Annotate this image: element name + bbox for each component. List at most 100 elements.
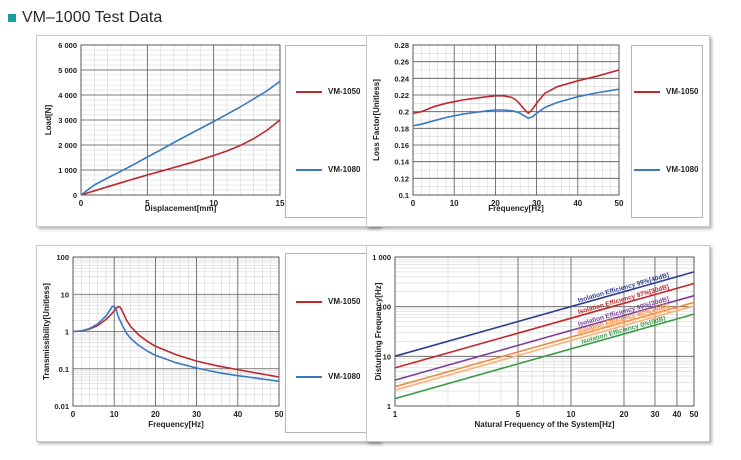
- chart-isolation-efficiency: 1 5 10 20 30 40 50 1 10 100 1 000 Natural Frequency…: [372, 253, 699, 429]
- series-line: [80, 80, 281, 196]
- y-tick-label: 0.2: [399, 108, 409, 117]
- chart-panel-transmissibility: 0 10 20 30 40 50 0.01 0.1 1 10 100 Frequency[Hz] Tra…: [36, 245, 380, 442]
- plot-area-border: [394, 256, 695, 407]
- x-tick-label: 0: [79, 199, 84, 208]
- series-line: [394, 313, 695, 400]
- y-tick-label: 0.26: [394, 58, 409, 67]
- series-line: [80, 119, 281, 196]
- y-tick-label: 100: [56, 253, 69, 262]
- y-axis-label: Loss Factor[Unitless]: [372, 79, 381, 161]
- legend-item: VM-1050: [634, 87, 698, 96]
- legend-item: VM-1080: [296, 165, 360, 174]
- legend-label: VM-1050: [328, 297, 361, 306]
- series-line: [394, 271, 695, 357]
- x-tick-label: 30: [532, 199, 541, 208]
- y-tick-label: 0.24: [394, 74, 409, 83]
- y-axis-label: Load[N]: [44, 105, 53, 136]
- y-tick-label: 10: [61, 290, 69, 299]
- legend-swatch: [296, 375, 322, 378]
- chart-panel-load: 0 5 10 15 0 1 000 2 000 3 000 4 000 5 000 6 000 Dis…: [36, 35, 380, 227]
- series-line: [394, 301, 695, 388]
- page-title: VM–1000 Test Data: [22, 9, 163, 26]
- legend-label: VM-1050: [666, 87, 699, 96]
- y-tick-label: 0.22: [394, 91, 409, 100]
- y-tick-label: 1 000: [372, 253, 391, 262]
- x-axis-label: Frequency[Hz]: [488, 204, 544, 213]
- x-tick-label: 10: [209, 199, 218, 208]
- x-tick-label: 15: [276, 199, 285, 208]
- y-tick-label: 1: [65, 328, 69, 337]
- chart-legend: VM-1050 VM-1080: [285, 253, 372, 433]
- y-axis-label: Transmissibility[Unitless]: [42, 283, 51, 380]
- legend-label: VM-1080: [666, 165, 699, 174]
- x-tick-label: 40: [233, 410, 242, 419]
- x-tick-label: 50: [690, 410, 699, 419]
- x-tick-label: 10: [567, 410, 576, 419]
- x-tick-label: 0: [411, 199, 416, 208]
- x-tick-label: 50: [615, 199, 624, 208]
- y-tick-label: 0.28: [394, 41, 409, 50]
- y-tick-label: 0.01: [54, 402, 69, 411]
- legend-item: VM-1080: [296, 372, 360, 381]
- y-tick-label: 6 000: [58, 41, 77, 50]
- plot-area-border: [412, 44, 620, 196]
- x-tick-label: 5: [145, 199, 150, 208]
- chart-load-vs-displacement: 0 5 10 15 0 1 000 2 000 3 000 4 000 5 000 6 000 Dis…: [44, 41, 285, 213]
- y-tick-label: 0.1: [399, 191, 409, 200]
- y-tick-label: 3 000: [58, 116, 77, 125]
- section-heading: VM–1000 Test Data: [8, 7, 162, 29]
- x-tick-label: 1: [393, 410, 398, 419]
- x-tick-label: 50: [275, 410, 284, 419]
- y-tick-label: 0: [73, 191, 77, 200]
- chart-loss-factor-vs-frequency: 0 10 20 30 40 50 0.1 0.12 0.14 0.16 0.18 0.2 0.22 0.2…: [372, 41, 624, 213]
- legend-swatch: [296, 90, 322, 93]
- x-axis-label: Frequency[Hz]: [148, 420, 204, 429]
- y-tick-label: 1 000: [58, 166, 77, 175]
- series-line: [394, 282, 695, 369]
- legend-label: VM-1080: [328, 372, 361, 381]
- x-tick-label: 20: [491, 199, 500, 208]
- legend-swatch: [634, 168, 660, 171]
- series-line: [412, 69, 620, 115]
- x-tick-label: 5: [516, 410, 521, 419]
- legend-item: VM-1050: [296, 87, 360, 96]
- x-tick-label: 40: [672, 410, 681, 419]
- series-line: [412, 88, 620, 127]
- y-tick-label: 5 000: [58, 66, 77, 75]
- chart-panel-loss-factor: 0 10 20 30 40 50 0.1 0.12 0.14 0.16 0.18 0.2 0.22 0.2…: [366, 35, 710, 227]
- y-tick-label: 0.16: [394, 141, 409, 150]
- y-tick-label: 4 000: [58, 91, 77, 100]
- series-line: [394, 294, 695, 381]
- x-tick-label: 40: [573, 199, 582, 208]
- y-tick-label: 0.18: [394, 124, 409, 133]
- x-tick-label: 30: [192, 410, 201, 419]
- x-tick-label: 0: [71, 410, 76, 419]
- heading-square-icon: [8, 14, 16, 22]
- chart-panel-isolation: 1 5 10 20 30 40 50 1 10 100 1 000 Natural Frequency…: [366, 245, 710, 442]
- series-line: [394, 305, 695, 391]
- y-tick-label: 100: [378, 303, 391, 312]
- legend-swatch: [634, 90, 660, 93]
- series-line: [72, 305, 280, 378]
- chart-legend: VM-1050 VM-1080: [285, 45, 372, 218]
- x-axis-label: Displacement[mm]: [145, 204, 217, 213]
- chart-legend: VM-1050 VM-1080: [631, 45, 703, 218]
- legend-swatch: [296, 300, 322, 303]
- legend-item: VM-1080: [634, 165, 698, 174]
- chart-transmissibility-vs-frequency: 0 10 20 30 40 50 0.01 0.1 1 10 100 Frequency[Hz] Tra…: [42, 253, 284, 429]
- x-tick-label: 30: [651, 410, 660, 419]
- y-axis-label: Disturbing Frequency[Hz]: [374, 282, 383, 380]
- x-tick-label: 20: [151, 410, 160, 419]
- y-tick-label: 10: [383, 352, 391, 361]
- legend-label: VM-1080: [328, 165, 361, 174]
- legend-item: VM-1050: [296, 297, 360, 306]
- y-tick-label: 1: [387, 402, 391, 411]
- y-tick-label: 0.14: [394, 158, 409, 167]
- y-tick-label: 0.12: [394, 174, 409, 183]
- x-axis-label: Natural Frequency of the System[Hz]: [474, 420, 614, 429]
- x-tick-label: 10: [450, 199, 459, 208]
- x-tick-label: 20: [620, 410, 629, 419]
- legend-swatch: [296, 168, 322, 171]
- series-line: [72, 305, 280, 383]
- y-tick-label: 2 000: [58, 141, 77, 150]
